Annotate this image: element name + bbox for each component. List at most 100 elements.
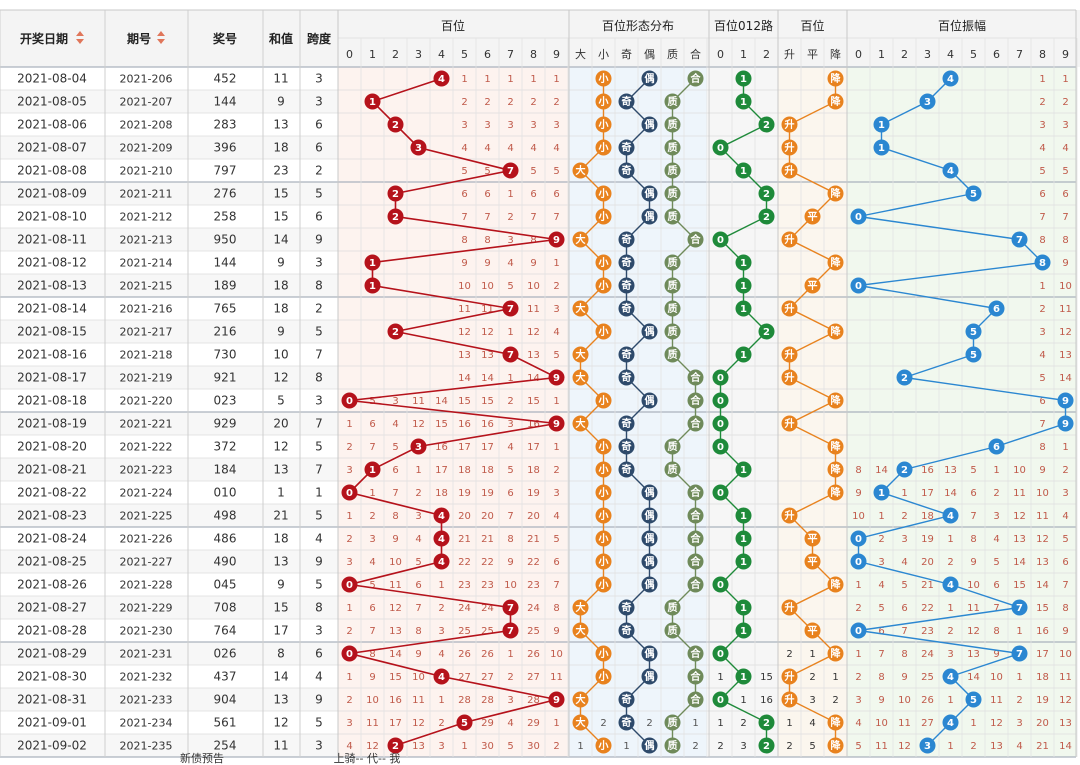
form-ball-label: 偶: [644, 578, 655, 591]
amp-miss: 4: [1039, 350, 1045, 361]
row-date: 2021-08-23: [17, 509, 87, 523]
form-ball-label: 奇: [622, 624, 632, 637]
form-ball: [572, 714, 589, 731]
route-ball: [712, 691, 729, 708]
amplitude-ball-label: 7: [1016, 235, 1023, 246]
digit-miss: 1: [461, 741, 467, 752]
digit-miss: 4: [461, 143, 467, 154]
trend-ball-label: 降: [831, 72, 842, 85]
form-ball-label: 合: [690, 555, 702, 568]
digit-miss: 1: [461, 74, 467, 85]
form-ball-label: 小: [598, 739, 609, 752]
digit-miss: 3: [507, 120, 513, 131]
amp-col-label: 2: [901, 48, 908, 61]
sort-up-icon[interactable]: [76, 31, 84, 36]
form-ball: [687, 415, 704, 432]
form-miss: 2: [692, 741, 698, 752]
sort-up-icon[interactable]: [157, 31, 165, 36]
digit-miss: 5: [415, 557, 421, 568]
route-ball-label: 2: [763, 189, 770, 200]
digit-miss: 7: [553, 212, 559, 223]
digit-col-label: 4: [438, 48, 445, 61]
hundreds-ball-label: 1: [369, 281, 376, 292]
route-ball: [735, 622, 752, 639]
amp-miss: 27: [921, 718, 934, 729]
hundreds-ball: [433, 507, 450, 524]
digit-miss: 10: [458, 281, 471, 292]
form-ball-label: 大: [576, 348, 586, 361]
amp-miss: 15: [1013, 580, 1026, 591]
digit-miss: 2: [507, 212, 513, 223]
amplitude-ball: [965, 346, 982, 363]
form-ball-label: 奇: [622, 279, 632, 292]
amp-miss: 1: [1016, 672, 1022, 683]
row-issue: 2021-213: [120, 234, 173, 247]
route-ball: [712, 415, 729, 432]
form-ball-label: 奇: [622, 164, 632, 177]
hundreds-ball-label: 0: [346, 649, 353, 660]
digit-miss: 14: [458, 373, 471, 384]
trend-ball: [827, 185, 844, 202]
amp-miss: 3: [1039, 327, 1045, 338]
footer-left: 新债预告: [180, 751, 224, 765]
form-ball-label: 合: [690, 233, 702, 246]
route-ball: [712, 438, 729, 455]
amp-miss: 7: [1062, 212, 1068, 223]
amp-miss: 9: [993, 649, 999, 660]
digit-miss: 11: [412, 396, 425, 407]
form-ball-label: 质: [668, 463, 678, 476]
amp-col-label: 0: [855, 48, 862, 61]
route-ball: [735, 507, 752, 524]
sort-down-icon[interactable]: [76, 39, 84, 44]
amp-miss: 16: [1036, 626, 1049, 637]
row-number: 765: [214, 302, 237, 316]
hundreds-ball: [364, 93, 381, 110]
amp-miss: 21: [1036, 741, 1049, 752]
amp-miss: 25: [921, 672, 934, 683]
amp-miss: 1: [855, 649, 861, 660]
form-miss: 2: [600, 718, 606, 729]
digit-miss: 15: [458, 396, 471, 407]
amplitude-ball-label: 4: [947, 718, 954, 729]
route-miss: 3: [740, 741, 746, 752]
route-ball: [712, 576, 729, 593]
digit-miss: 17: [458, 442, 471, 453]
form-ball-label: 偶: [644, 739, 655, 752]
form-ball: [641, 70, 658, 87]
amplitude-ball-label: 3: [924, 741, 931, 752]
digit-miss: 3: [507, 695, 513, 706]
amplitude-ball: [988, 438, 1005, 455]
hundreds-ball-label: 2: [392, 327, 399, 338]
form-ball-label: 小: [598, 141, 609, 154]
header-form: 百位形态分布: [602, 18, 674, 33]
hundreds-ball: [548, 369, 565, 386]
amp-miss: 4: [901, 557, 907, 568]
digit-miss: 24: [458, 603, 471, 614]
hundreds-ball-label: 0: [346, 396, 353, 407]
hundreds-ball: [410, 438, 427, 455]
hundreds-ball-label: 0: [346, 488, 353, 499]
amp-miss: 12: [967, 626, 980, 637]
digit-miss: 1: [507, 373, 513, 384]
trend-ball-label: 降: [831, 486, 842, 499]
route-col-label: 2: [763, 48, 770, 61]
form-ball-label: 奇: [622, 417, 632, 430]
digit-miss: 9: [369, 672, 375, 683]
row-number: 254: [214, 739, 237, 753]
amp-miss: 13: [1013, 534, 1026, 545]
digit-miss: 7: [369, 626, 375, 637]
trend-ball-label: 降: [831, 394, 842, 407]
row-number: 797: [214, 164, 237, 178]
form-miss: 2: [646, 718, 652, 729]
amp-miss: 14: [1059, 373, 1072, 384]
form-ball: [595, 484, 612, 501]
digit-miss: 12: [366, 741, 379, 752]
amp-miss: 4: [855, 718, 861, 729]
hundreds-ball-label: 3: [415, 143, 422, 154]
form-ball-label: 偶: [644, 532, 655, 545]
amplitude-ball: [1011, 599, 1028, 616]
row-sum: 5: [277, 394, 285, 408]
sort-down-icon[interactable]: [157, 39, 165, 44]
hundreds-ball: [433, 668, 450, 685]
form-ball: [595, 185, 612, 202]
